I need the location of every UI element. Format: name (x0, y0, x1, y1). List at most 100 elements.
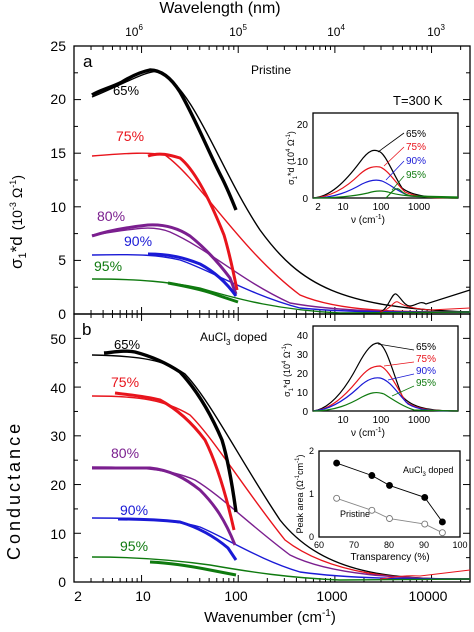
top-tick-1e3: 103 (427, 23, 445, 39)
a-label-75: 75% (116, 128, 144, 144)
panel-a-inset: 0 10 20 2 10 100 1000 ν (cm-1) σ1*d (104… (286, 112, 459, 226)
a-fit-95 (91, 278, 471, 314)
wavelength-axis-label: Wavelength (nm) (159, 0, 280, 17)
inset-a-ytick-20: 20 (297, 120, 309, 131)
inset-b-75 (312, 365, 459, 412)
peak-point-doped (368, 472, 376, 479)
panel-a-letter: a (83, 52, 93, 71)
inset-a-xtick-100: 100 (373, 202, 390, 213)
peak-marks (333, 459, 446, 537)
inset-a-ylabel: σ1*d (104 Ω-1) (286, 131, 299, 185)
inset-b-xtick-1000: 1000 (408, 415, 431, 426)
panel-a-y-tick-labels: 0 5 10 15 20 25 (50, 38, 66, 322)
a-ytick-15: 15 (50, 145, 66, 161)
peak-inset-frame (318, 450, 461, 538)
inset-a-75 (312, 166, 459, 199)
inset-b-xlabel: ν (cm-1) (351, 427, 385, 439)
peak-point-doped (438, 518, 446, 526)
inset-a-legend-75: 75% (406, 142, 426, 153)
peak-xtick-60: 60 (314, 540, 324, 550)
b-ytick-40: 40 (50, 380, 66, 396)
inset-b-legend: 65% 75% 90% 95% (377, 342, 436, 397)
inset-b-xtick-10: 10 (337, 415, 349, 426)
b-data-75 (114, 391, 236, 531)
top-tick-1e5: 105 (229, 23, 247, 39)
a-data-80 (91, 223, 238, 295)
peak-ytick-1: 1 (309, 489, 314, 499)
b-data-80 (92, 466, 237, 546)
xtick-10000: 10000 (409, 588, 448, 604)
a-data-65 (91, 68, 238, 211)
b-data-90 (117, 517, 238, 561)
a-ytick-5: 5 (58, 252, 66, 268)
b-label-65: 65% (114, 337, 140, 352)
peak-point-doped (421, 493, 429, 501)
inset-b-ytick-0: 0 (302, 407, 308, 418)
x-tick-labels: 2 10 100 1000 10000 (74, 588, 448, 604)
peak-ytick-0: 0 (309, 532, 314, 542)
a-fit-65 (91, 70, 471, 313)
panel-b-inset-peak-area: 0 1 2 60 70 80 90 100 Transparency (%) P… (295, 446, 468, 563)
a-label-80: 80% (97, 208, 125, 224)
inset-a-frame (312, 112, 459, 199)
a-fit-90 (91, 253, 471, 313)
peak-ylabel: Peak area (Ω-1cm-1) (295, 455, 305, 534)
b-ytick-20: 20 (50, 477, 66, 493)
peak-xlabel: Transparency (%) (350, 552, 429, 563)
a-data-90 (147, 252, 238, 297)
inset-b-legend-90: 90% (416, 366, 436, 377)
panel-a: 0 5 10 15 20 25 a Pristine T=300 K 65% 7… (50, 38, 471, 322)
b-label-75: 75% (111, 374, 139, 390)
panel-b-aucl3: AuCl3 doped (200, 330, 267, 347)
peak-xtick-100: 100 (452, 540, 467, 550)
a-data-75 (147, 152, 239, 291)
b-data-65 (103, 349, 238, 513)
inset-a-xtick-1000: 1000 (408, 202, 431, 213)
peak-point-pristine (386, 515, 393, 522)
peak-xtick-70: 70 (349, 540, 359, 550)
b-ytick-10: 10 (50, 526, 66, 542)
peak-point-pristine (368, 506, 376, 514)
xtick-100: 100 (224, 588, 248, 604)
inset-b-frame (312, 325, 459, 412)
panel-b-frame (73, 313, 471, 583)
a-ytick-20: 20 (50, 91, 66, 107)
b-label-95: 95% (120, 538, 148, 554)
inset-b-legend-75: 75% (416, 354, 436, 365)
a-ir-feature-75 (379, 301, 471, 313)
inset-a-65 (312, 149, 459, 199)
x-axis-label: Wavenumber (cm-1) (204, 608, 336, 626)
a-ir-feature (379, 289, 471, 313)
b-label-90: 90% (120, 502, 148, 518)
inset-a-95-peak (385, 188, 459, 199)
inset-b-95 (312, 391, 459, 412)
b-label-80: 80% (111, 445, 139, 461)
inset-b-legend-95: 95% (416, 378, 436, 389)
peak-ytick-2: 2 (309, 446, 314, 456)
xtick-1000: 1000 (316, 588, 347, 604)
b-fit-75 (91, 395, 471, 580)
inset-a-legend-90: 90% (406, 156, 426, 167)
inset-a-ytick-0: 0 (302, 194, 308, 205)
inset-a-legend-95: 95% (406, 170, 426, 181)
peak-xtick-90: 90 (419, 540, 429, 550)
panel-b-letter: b (82, 320, 91, 339)
peak-point-pristine (421, 520, 429, 528)
peak-xtick-80: 80 (384, 540, 394, 550)
a-label-95: 95% (94, 258, 122, 274)
inset-b-legend-65: 65% (416, 342, 436, 353)
temperature-label: T=300 K (393, 93, 443, 108)
inset-a-xlabel: ν (cm-1) (351, 214, 385, 226)
inset-a-legend: 65% 75% 90% 95% (377, 129, 426, 191)
a-ytick-25: 25 (50, 38, 66, 54)
b-ir-feature (379, 569, 471, 580)
a-label-90: 90% (124, 233, 152, 249)
a-label-65: 65% (113, 83, 139, 98)
a-data-95 (167, 281, 239, 304)
peak-label-doped: AuCl3 doped (403, 465, 453, 478)
xtick-10: 10 (135, 588, 151, 604)
inset-b-65 (312, 342, 459, 412)
y-axis-label-conductance: Conductance (4, 421, 24, 560)
b-data-95 (149, 560, 237, 577)
inset-a-90 (312, 179, 459, 199)
